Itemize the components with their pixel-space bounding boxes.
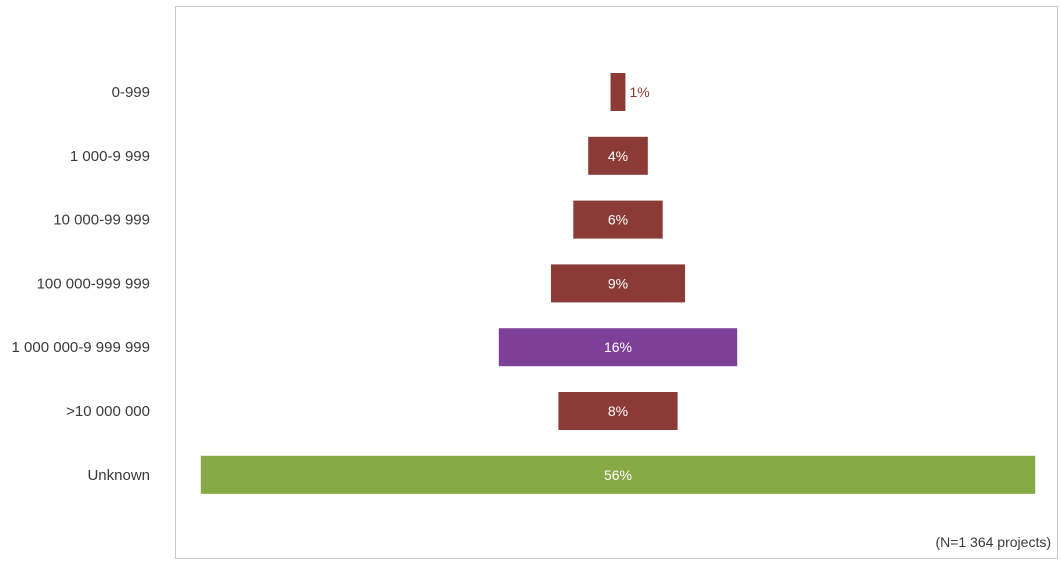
value-label: 9% bbox=[608, 275, 628, 291]
category-label: >10 000 000 bbox=[66, 403, 150, 420]
category-label: 0-999 bbox=[112, 84, 150, 101]
value-label: 6% bbox=[608, 212, 628, 228]
value-label: 8% bbox=[608, 403, 628, 419]
category-label: Unknown bbox=[87, 467, 150, 484]
category-label: 100 000-999 999 bbox=[37, 275, 150, 292]
category-label: 10 000-99 999 bbox=[53, 212, 150, 229]
category-label: 1 000 000-9 999 999 bbox=[12, 339, 150, 356]
value-label: 56% bbox=[604, 467, 632, 483]
value-label: 16% bbox=[604, 339, 632, 355]
bar bbox=[611, 73, 626, 111]
value-label: 4% bbox=[608, 148, 628, 164]
category-label: 1 000-9 999 bbox=[70, 148, 150, 165]
value-label: 1% bbox=[629, 84, 649, 100]
